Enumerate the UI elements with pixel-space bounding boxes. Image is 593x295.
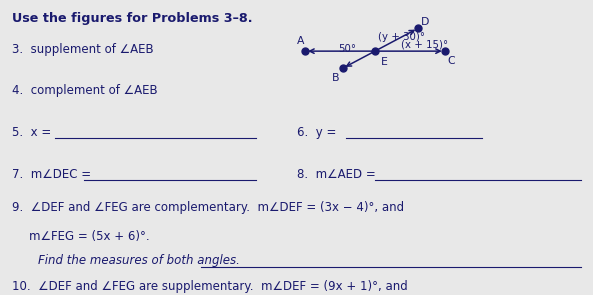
Text: 4.  complement of ∠AEB: 4. complement of ∠AEB [12, 84, 157, 97]
Text: Find the measures of both angles.: Find the measures of both angles. [38, 255, 240, 268]
Text: 10.  ∠DEF and ∠FEG are supplementary.  m∠DEF = (9x + 1)°, and: 10. ∠DEF and ∠FEG are supplementary. m∠D… [12, 281, 407, 294]
Text: 3.  supplement of ∠AEB: 3. supplement of ∠AEB [12, 43, 154, 56]
Text: A: A [297, 36, 304, 46]
Text: 8.  m∠AED =: 8. m∠AED = [296, 168, 375, 181]
Text: C: C [448, 56, 455, 66]
Point [338, 66, 347, 71]
Text: Use the figures for Problems 3–8.: Use the figures for Problems 3–8. [12, 12, 252, 24]
Point [370, 49, 380, 53]
Point [440, 49, 449, 53]
Text: m∠FEG = (5x + 6)°.: m∠FEG = (5x + 6)°. [29, 230, 150, 243]
Text: 6.  y =: 6. y = [296, 126, 336, 139]
Text: 50°: 50° [338, 44, 356, 54]
Text: (x + 15)°: (x + 15)° [401, 40, 448, 49]
Text: B: B [332, 73, 340, 83]
Point [413, 26, 423, 31]
Text: D: D [421, 17, 429, 27]
Text: 9.  ∠DEF and ∠FEG are complementary.  m∠DEF = (3x − 4)°, and: 9. ∠DEF and ∠FEG are complementary. m∠DE… [12, 201, 404, 214]
Point [301, 49, 310, 53]
Text: 5.  x =: 5. x = [12, 126, 51, 139]
Text: 7.  m∠DEC =: 7. m∠DEC = [12, 168, 91, 181]
Text: (y + 30)°: (y + 30)° [378, 32, 425, 42]
Text: E: E [381, 57, 388, 67]
